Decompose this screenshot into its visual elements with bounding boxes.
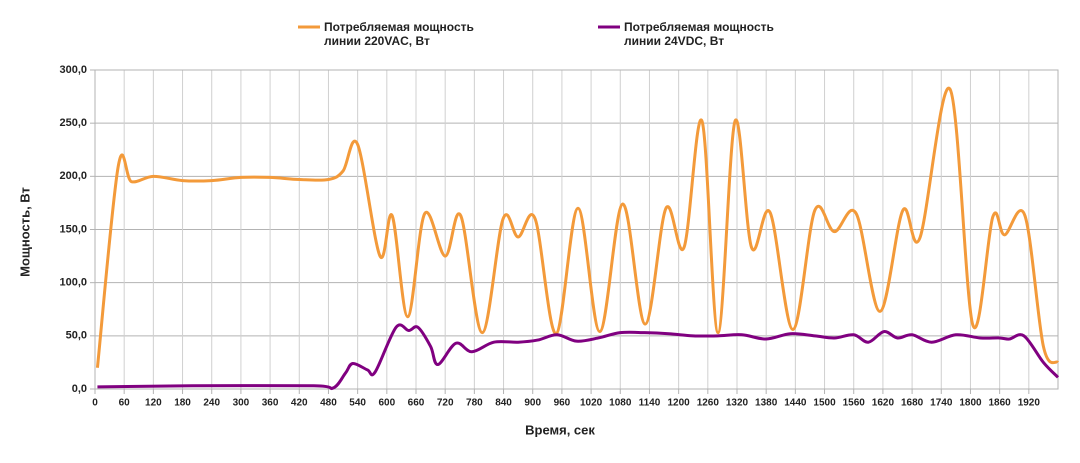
y-tick-label: 0,0 — [72, 383, 87, 395]
x-tick-label: 1200 — [668, 398, 691, 409]
x-tick-label: 1740 — [930, 398, 953, 409]
x-tick-label: 300 — [233, 398, 250, 409]
x-tick-label: 420 — [291, 398, 308, 409]
x-tick-label: 1440 — [784, 398, 807, 409]
y-axis-label: Мощность, Вт — [17, 187, 32, 277]
x-tick-label: 360 — [262, 398, 279, 409]
x-tick-label: 660 — [408, 398, 425, 409]
x-tick-label: 780 — [466, 398, 483, 409]
x-tick-label: 720 — [437, 398, 454, 409]
y-tick-label: 200,0 — [59, 170, 87, 182]
x-tick-label: 1860 — [989, 398, 1012, 409]
x-tick-label: 120 — [145, 398, 162, 409]
y-tick-label: 150,0 — [59, 223, 87, 235]
x-tick-label: 1620 — [872, 398, 895, 409]
x-tick-label: 1800 — [959, 398, 982, 409]
x-tick-label: 1260 — [697, 398, 720, 409]
x-tick-label: 1560 — [843, 398, 866, 409]
legend-label: Потребляемая мощность линии 220VAC, Вт — [324, 20, 474, 48]
x-tick-label: 1140 — [639, 398, 661, 409]
x-tick-label: 180 — [174, 398, 191, 409]
x-tick-label: 240 — [203, 398, 220, 409]
x-tick-label: 60 — [119, 398, 131, 409]
x-tick-label: 1380 — [755, 398, 778, 409]
x-tick-label: 480 — [320, 398, 337, 409]
x-tick-label: 900 — [524, 398, 541, 409]
x-tick-label: 1920 — [1018, 398, 1041, 409]
x-tick-label: 1320 — [726, 398, 749, 409]
plot-frame — [94, 69, 1059, 390]
series-line — [97, 323, 1060, 391]
x-tick-label: 540 — [349, 398, 366, 409]
y-tick-label: 100,0 — [59, 277, 87, 289]
x-tick-label: 1020 — [580, 398, 603, 409]
legend-label: Потребляемая мощность линии 24VDC, Вт — [624, 20, 774, 48]
x-axis-label: Время, сек — [525, 422, 595, 437]
y-tick-label: 50,0 — [66, 330, 87, 342]
x-tick-label: 600 — [378, 398, 395, 409]
x-tick-label: 1080 — [609, 398, 632, 409]
x-tick-label: 0 — [92, 398, 98, 409]
y-tick-label: 300,0 — [59, 64, 87, 76]
x-tick-label: 1500 — [813, 398, 836, 409]
x-tick-label: 960 — [554, 398, 571, 409]
x-tick-label: 1680 — [901, 398, 924, 409]
series-line — [95, 86, 1060, 368]
y-tick-label: 250,0 — [59, 117, 87, 129]
x-tick-label: 840 — [495, 398, 512, 409]
